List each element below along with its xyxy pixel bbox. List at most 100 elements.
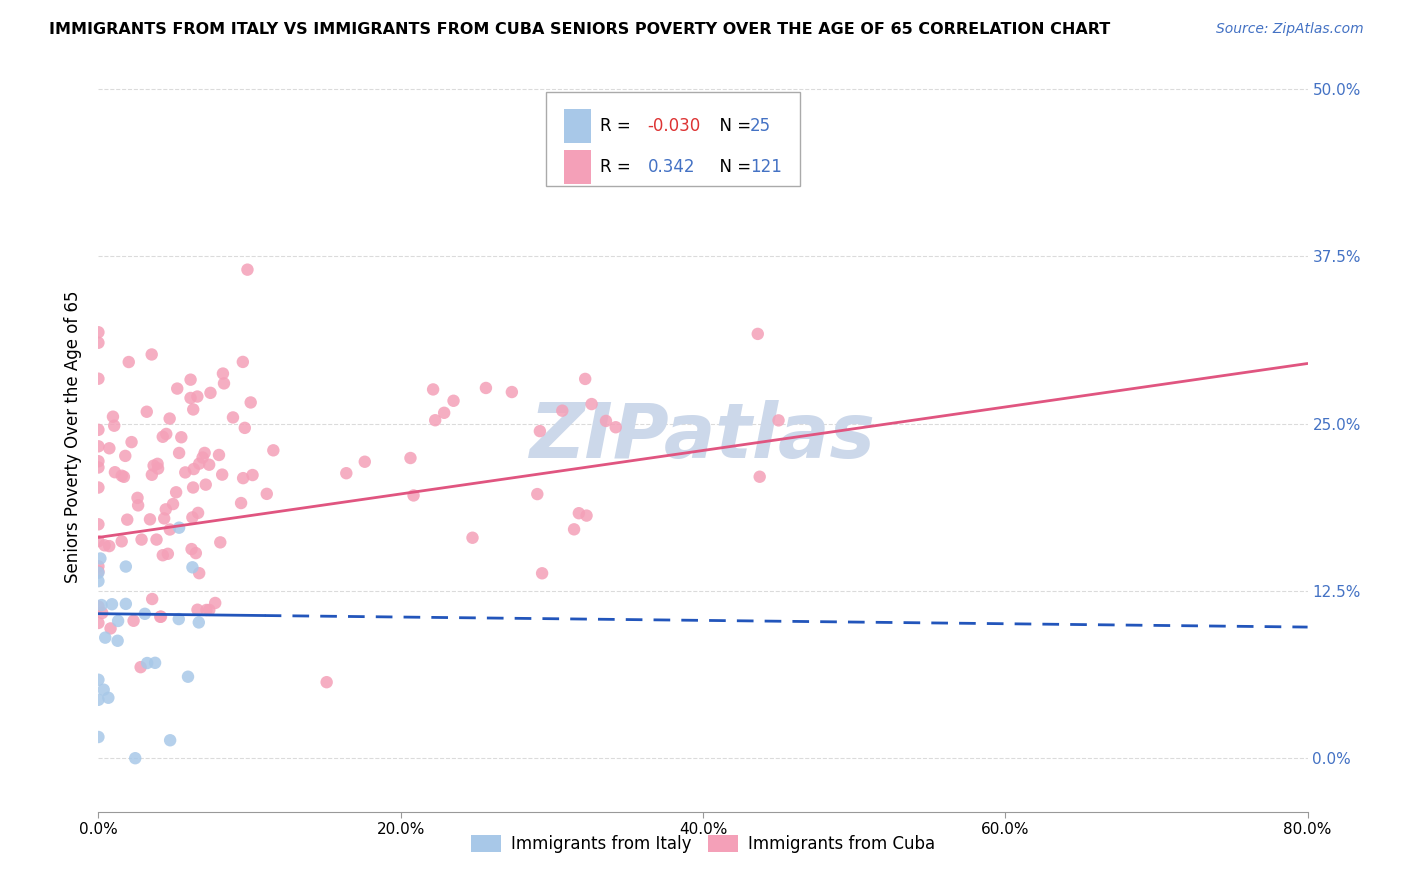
Point xyxy=(195,603,218,617)
Point xyxy=(188,566,211,581)
Point xyxy=(101,597,124,611)
Point xyxy=(146,461,169,475)
Point xyxy=(242,468,264,483)
Point xyxy=(180,391,202,405)
Point xyxy=(181,402,204,417)
Point xyxy=(159,411,181,425)
Point xyxy=(93,682,115,697)
Point xyxy=(156,547,179,561)
Point xyxy=(145,533,167,547)
Point xyxy=(103,418,125,433)
Point xyxy=(501,385,523,400)
Point xyxy=(152,430,174,444)
Point xyxy=(529,424,551,438)
FancyBboxPatch shape xyxy=(546,93,800,186)
Point xyxy=(233,421,256,435)
Point xyxy=(141,592,163,607)
Bar xyxy=(564,150,591,184)
Point xyxy=(87,673,110,687)
Point xyxy=(149,609,172,624)
Point xyxy=(402,488,425,502)
Point xyxy=(91,606,114,620)
Point xyxy=(166,382,188,396)
Point xyxy=(551,403,574,417)
Point xyxy=(232,355,254,369)
Point xyxy=(87,693,110,707)
Point xyxy=(165,485,187,500)
Point xyxy=(526,487,548,501)
Point xyxy=(167,446,190,460)
Point xyxy=(200,385,222,400)
Point xyxy=(181,560,204,574)
Point xyxy=(229,496,252,510)
Point xyxy=(98,539,121,553)
Point xyxy=(87,439,110,453)
Point xyxy=(107,633,129,648)
Point xyxy=(87,574,110,589)
Point xyxy=(198,603,221,617)
Point xyxy=(89,551,111,566)
Text: Source: ZipAtlas.com: Source: ZipAtlas.com xyxy=(1216,22,1364,37)
Point xyxy=(107,614,129,628)
Point xyxy=(87,566,110,580)
Point xyxy=(209,535,232,549)
Point xyxy=(605,420,627,434)
Point xyxy=(87,615,110,630)
Point xyxy=(425,413,447,427)
Point xyxy=(353,455,375,469)
Point xyxy=(93,538,115,552)
Point xyxy=(87,481,110,495)
Point xyxy=(187,615,209,630)
Point xyxy=(575,508,598,523)
Text: N =: N = xyxy=(709,118,756,136)
Point xyxy=(141,467,163,482)
Point xyxy=(129,660,152,674)
Point xyxy=(443,393,465,408)
Point xyxy=(475,381,498,395)
Text: 25: 25 xyxy=(751,118,772,136)
Point xyxy=(142,458,165,473)
Point xyxy=(115,597,138,611)
Point xyxy=(768,413,790,427)
Point xyxy=(167,612,190,626)
Point xyxy=(181,481,204,495)
Text: 0.342: 0.342 xyxy=(647,158,695,176)
Point xyxy=(461,531,484,545)
Point xyxy=(124,751,146,765)
Point xyxy=(180,542,202,557)
Bar xyxy=(564,110,591,144)
Point xyxy=(188,457,211,471)
Point xyxy=(315,675,337,690)
Point xyxy=(191,450,214,465)
Point xyxy=(87,517,110,532)
Point xyxy=(117,513,139,527)
Point xyxy=(87,599,110,614)
Point xyxy=(104,465,127,479)
Point xyxy=(212,376,235,391)
Point xyxy=(198,458,221,472)
Point xyxy=(87,730,110,744)
Point xyxy=(90,598,112,612)
Point xyxy=(131,533,153,547)
Text: 121: 121 xyxy=(751,158,782,176)
Point xyxy=(146,457,169,471)
Point xyxy=(101,409,124,424)
Point xyxy=(153,511,176,525)
Point xyxy=(167,521,190,535)
Point xyxy=(87,534,110,549)
Point xyxy=(433,406,456,420)
Point xyxy=(87,423,110,437)
Point xyxy=(127,499,149,513)
Point xyxy=(87,565,110,579)
Point xyxy=(335,466,357,480)
Point xyxy=(574,372,596,386)
Point xyxy=(194,446,217,460)
Point xyxy=(87,372,110,386)
Point xyxy=(239,395,262,409)
Point xyxy=(170,430,193,444)
Point xyxy=(155,426,177,441)
Point xyxy=(162,497,184,511)
Point xyxy=(208,448,231,462)
Point xyxy=(111,468,134,483)
Y-axis label: Seniors Poverty Over the Age of 65: Seniors Poverty Over the Age of 65 xyxy=(65,291,83,583)
